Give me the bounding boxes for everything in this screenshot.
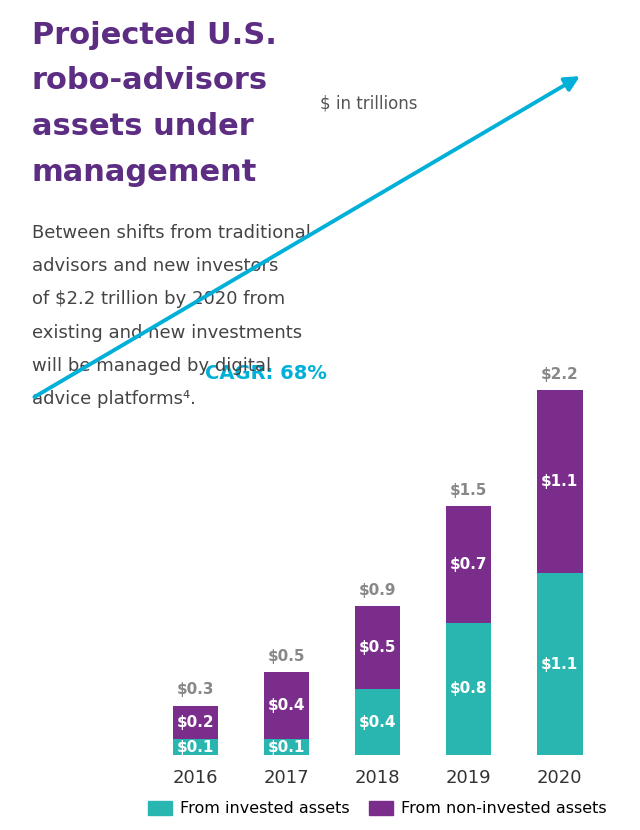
Text: advice platforms⁴.: advice platforms⁴.	[32, 390, 196, 408]
Text: $0.4: $0.4	[268, 698, 305, 713]
Text: $0.1: $0.1	[177, 740, 214, 754]
Text: $0.2: $0.2	[177, 715, 214, 730]
Text: robo-advisors: robo-advisors	[32, 66, 268, 95]
Bar	[537, 390, 582, 573]
Bar	[355, 689, 401, 755]
Bar	[264, 672, 309, 739]
Legend: From invested assets, From non-invested assets: From invested assets, From non-invested …	[142, 794, 613, 823]
Text: $2.2: $2.2	[541, 367, 579, 382]
Bar	[355, 606, 401, 689]
Bar	[264, 739, 309, 755]
Text: $0.5: $0.5	[268, 649, 305, 664]
Text: CAGR: 68%: CAGR: 68%	[205, 364, 326, 383]
Text: advisors and new investors: advisors and new investors	[32, 257, 278, 276]
Text: will be managed by digital: will be managed by digital	[32, 357, 271, 375]
Text: assets under: assets under	[32, 112, 253, 141]
Text: management: management	[32, 158, 257, 187]
Text: $0.3: $0.3	[177, 682, 214, 697]
Bar	[537, 573, 582, 755]
Text: Between shifts from traditional: Between shifts from traditional	[32, 224, 311, 242]
Text: $1.1: $1.1	[541, 657, 579, 671]
Text: $0.8: $0.8	[450, 681, 488, 696]
Bar	[446, 506, 492, 622]
Text: $0.4: $0.4	[359, 715, 396, 730]
Text: $0.7: $0.7	[450, 557, 488, 572]
Text: $0.5: $0.5	[359, 640, 396, 655]
Text: $0.1: $0.1	[268, 740, 305, 754]
Bar	[173, 706, 218, 739]
Text: $ in trillions: $ in trillions	[320, 95, 417, 113]
Bar	[173, 739, 218, 755]
Text: Projected U.S.: Projected U.S.	[32, 21, 277, 50]
Bar	[446, 622, 492, 755]
Text: $1.5: $1.5	[450, 483, 488, 498]
Text: $1.1: $1.1	[541, 474, 579, 489]
Text: of $2.2 trillion by 2020 from: of $2.2 trillion by 2020 from	[32, 290, 285, 309]
Text: existing and new investments: existing and new investments	[32, 324, 302, 342]
Text: $0.9: $0.9	[359, 583, 396, 598]
